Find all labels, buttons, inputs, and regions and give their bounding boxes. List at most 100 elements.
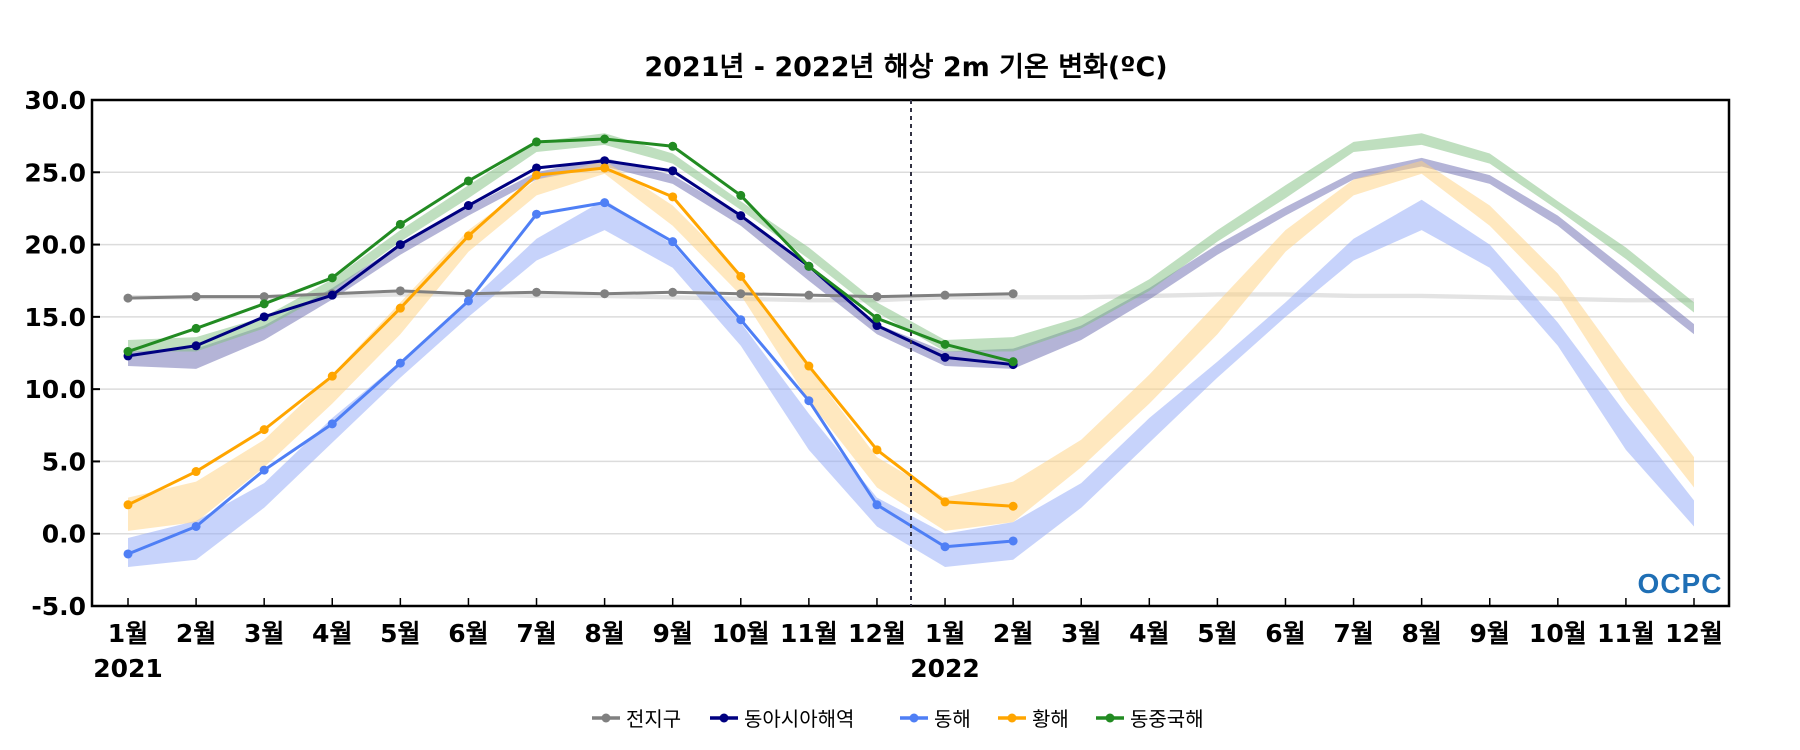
point-전지구 — [804, 290, 814, 300]
point-동해 — [600, 198, 610, 208]
point-동아시아해역 — [259, 312, 269, 322]
y-tick-label: 5.0 — [42, 447, 86, 476]
point-동중국해 — [463, 176, 473, 186]
y-tick-label: 25.0 — [24, 158, 86, 187]
x-tick-label: 10월 — [1529, 619, 1587, 648]
line-황해 — [127, 166, 1014, 508]
point-전지구 — [940, 290, 950, 300]
point-동아시아해역 — [532, 163, 542, 173]
point-동해 — [1008, 536, 1018, 546]
y-tick-label: 30.0 — [24, 86, 86, 115]
band-동해 — [128, 199, 1694, 567]
series-황해 — [123, 163, 1018, 511]
point-동해 — [532, 209, 542, 219]
point-동아시아해역 — [872, 321, 882, 331]
x-tick-label: 4월 — [312, 619, 352, 648]
point-황해 — [940, 497, 950, 507]
point-황해 — [600, 163, 610, 173]
legend-marker — [601, 713, 611, 723]
y-tick-label: 0.0 — [42, 520, 86, 549]
x-tick-label: 2월 — [176, 619, 216, 648]
x-tick-label: 3월 — [244, 619, 284, 648]
series-lines — [123, 134, 1018, 559]
point-동아시아해역 — [600, 156, 610, 166]
point-전지구 — [600, 289, 610, 299]
legend-item-동해: 동해 — [900, 707, 971, 731]
point-동아시아해역 — [463, 201, 473, 211]
legend-item-전지구: 전지구 — [592, 707, 681, 731]
point-전지구 — [1008, 289, 1018, 299]
x-tick-label: 5월 — [1197, 619, 1237, 648]
legend-marker — [1007, 713, 1017, 723]
point-동중국해 — [327, 273, 337, 283]
x-tick-label: 12월 — [1665, 619, 1723, 648]
x-tick-label: 3월 — [1061, 619, 1101, 648]
chart-title: 2021년 - 2022년 해상 2m 기온 변화(ºC) — [644, 52, 1167, 83]
x-tick-label: 10월 — [712, 619, 770, 648]
point-황해 — [123, 500, 133, 510]
point-동해 — [940, 542, 950, 552]
point-황해 — [191, 467, 201, 477]
point-동해 — [123, 549, 133, 559]
point-동중국해 — [600, 134, 610, 144]
legend-marker — [719, 713, 729, 723]
y-tick-label: 15.0 — [24, 303, 86, 332]
x-tick-label: 7월 — [516, 619, 556, 648]
point-동아시아해역 — [327, 290, 337, 300]
point-황해 — [395, 303, 405, 313]
x-tick-label: 12월 — [848, 619, 906, 648]
point-동아시아해역 — [736, 211, 746, 221]
point-전지구 — [532, 287, 542, 297]
legend-label: 황해 — [1032, 707, 1069, 731]
x-tick-label: 6월 — [448, 619, 488, 648]
x-tick-label: 1월 — [108, 619, 148, 648]
point-동중국해 — [1008, 357, 1018, 367]
legend-marker — [909, 713, 919, 723]
point-전지구 — [736, 289, 746, 299]
series-동중국해 — [123, 134, 1018, 367]
legend-label: 동해 — [934, 707, 971, 731]
y-tick-label: 20.0 — [24, 231, 86, 260]
point-동해 — [259, 465, 269, 475]
legend-item-동아시아해역: 동아시아해역 — [710, 707, 854, 731]
point-황해 — [804, 361, 814, 371]
point-황해 — [463, 231, 473, 241]
year-label: 2021 — [93, 654, 163, 683]
point-전지구 — [395, 286, 405, 296]
legend-item-동중국해: 동중국해 — [1096, 707, 1204, 731]
y-axis-ticks: 30.0 25.0 20.0 15.0 10.0 5.0 0.0 -5.0 — [24, 86, 100, 621]
point-동아시아해역 — [395, 240, 405, 250]
point-전지구 — [872, 292, 882, 302]
point-동중국해 — [736, 190, 746, 200]
legend-label: 동중국해 — [1130, 707, 1204, 731]
legend-label: 전지구 — [626, 707, 681, 731]
point-동중국해 — [872, 313, 882, 323]
svg-text:OCPC: OCPC — [1638, 568, 1723, 599]
legend-marker — [1105, 713, 1115, 723]
point-동중국해 — [259, 299, 269, 309]
point-동중국해 — [940, 339, 950, 349]
point-황해 — [736, 271, 746, 281]
line-동해 — [127, 201, 1014, 556]
point-동중국해 — [191, 323, 201, 333]
x-tick-label: 5월 — [380, 619, 420, 648]
point-동아시아해역 — [668, 166, 678, 176]
series-동해 — [123, 198, 1018, 559]
point-동해 — [668, 237, 678, 247]
x-tick-label: 8월 — [1401, 619, 1441, 648]
point-전지구 — [259, 292, 269, 302]
x-tick-label: 11월 — [1597, 619, 1655, 648]
point-동해 — [191, 521, 201, 531]
point-황해 — [532, 170, 542, 180]
line-전지구 — [127, 289, 1014, 300]
point-황해 — [668, 192, 678, 202]
point-동해 — [736, 315, 746, 325]
point-동중국해 — [668, 141, 678, 151]
point-동해 — [327, 419, 337, 429]
point-동중국해 — [804, 261, 814, 271]
point-황해 — [1008, 501, 1018, 511]
x-tick-label: 9월 — [1470, 619, 1510, 648]
point-동해 — [395, 358, 405, 368]
y-tick-label: -5.0 — [31, 592, 86, 621]
